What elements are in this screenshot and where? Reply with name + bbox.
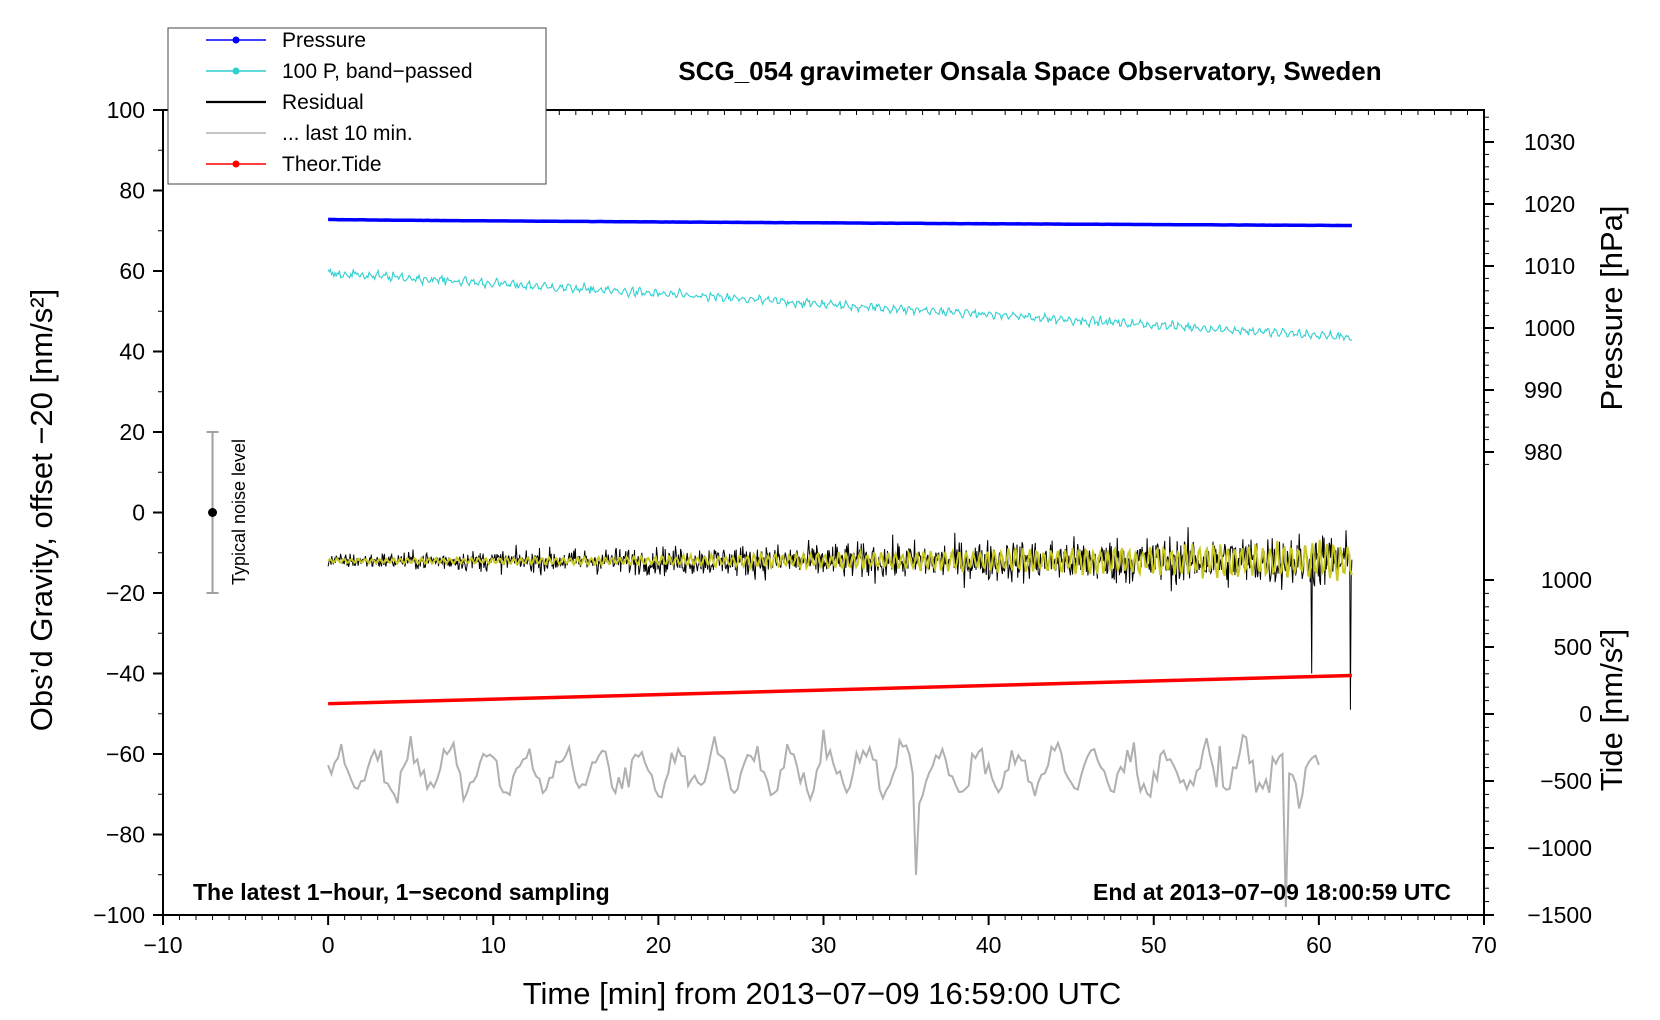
legend-swatch-marker — [232, 67, 240, 75]
tide-tick-label: 0 — [1579, 701, 1592, 727]
annotation-end-time: End at 2013−07−09 18:00:59 UTC — [1093, 879, 1451, 905]
x-tick-label: 50 — [1141, 932, 1167, 958]
y-tick-label: −40 — [106, 661, 145, 687]
y-tick-label: −80 — [106, 822, 145, 848]
tide-tick-label: −1500 — [1527, 902, 1592, 928]
pressure-tick-label: 990 — [1524, 377, 1562, 403]
bandpassed-pressure-series-line — [327, 267, 1353, 342]
tide-tick-label: −500 — [1540, 768, 1592, 794]
noise-indicator — [206, 431, 219, 594]
pressure-tick-label: 1030 — [1524, 129, 1575, 155]
pressure-tick-label: 980 — [1524, 439, 1562, 465]
y-tick-label: −20 — [106, 580, 145, 606]
x-tick-label: 30 — [811, 932, 837, 958]
x-tick-label: 70 — [1471, 932, 1497, 958]
last-10-min-series-line — [327, 729, 1320, 908]
x-tick-label: 60 — [1306, 932, 1332, 958]
pressure-tick-label: 1010 — [1524, 253, 1575, 279]
legend-label: Residual — [282, 91, 364, 114]
tide-tick-label: −1000 — [1527, 835, 1592, 861]
tide-tick-label: 500 — [1554, 634, 1592, 660]
y-axis-title-tide: Tide [nm/s²] — [1594, 629, 1629, 792]
x-tick-label: 0 — [322, 932, 335, 958]
y-tick-label: 20 — [119, 419, 145, 445]
pressure-series-line — [328, 217, 1352, 228]
x-tick-label: 20 — [646, 932, 672, 958]
x-axis-title: Time [min] from 2013−07−09 16:59:00 UTC — [523, 976, 1122, 1011]
noise-label: Typical noise level — [229, 439, 249, 585]
pressure-tick-label: 1020 — [1524, 191, 1575, 217]
legend: Pressure 100 P, band−passed Residual ... la… — [167, 27, 547, 185]
legend-items: Pressure 100 P, band−passed Residual ... la… — [206, 29, 473, 176]
y-axis-title-pressure: Pressure [hPa] — [1594, 205, 1629, 410]
tide-tick-label: 1000 — [1541, 567, 1592, 593]
noise-bar-center-dot — [208, 508, 218, 517]
y-tick-label: 40 — [119, 339, 145, 365]
residual-smoothed-series-line — [327, 539, 1353, 582]
residual-series-line — [327, 527, 1353, 710]
y-tick-label: −60 — [106, 741, 145, 767]
y-tick-label: −100 — [93, 902, 145, 928]
x-tick-label: −10 — [143, 932, 182, 958]
legend-label: Theor.Tide — [282, 153, 382, 176]
x-tick-label: 40 — [976, 932, 1002, 958]
y-tick-label: 60 — [119, 258, 145, 284]
legend-box — [167, 27, 547, 185]
legend-label: 100 P, band−passed — [282, 60, 473, 83]
chart-title: SCG_054 gravimeter Onsala Space Observat… — [678, 56, 1381, 86]
y-tick-label: 0 — [132, 500, 145, 526]
legend-label: ... last 10 min. — [282, 122, 413, 145]
series-layer — [327, 217, 1353, 908]
legend-swatch-marker — [232, 160, 240, 168]
annotation-sampling: The latest 1−hour, 1−second sampling — [193, 879, 610, 905]
pressure-tick-label: 1000 — [1524, 315, 1575, 341]
ticks-layer: −10 0 10 20 30 40 50 60 70100806040200−20−40−60−… — [93, 97, 1592, 958]
y-tick-label: 80 — [119, 178, 145, 204]
y-axis-title-left: Obs’d Gravity, offset −20 [nm/s²] — [24, 289, 59, 732]
y-tick-label: 100 — [107, 97, 145, 123]
legend-label: Pressure — [282, 29, 366, 52]
legend-swatch-marker — [232, 36, 240, 44]
x-tick-label: 10 — [480, 932, 506, 958]
theoretical-tide-series-line — [328, 673, 1352, 706]
